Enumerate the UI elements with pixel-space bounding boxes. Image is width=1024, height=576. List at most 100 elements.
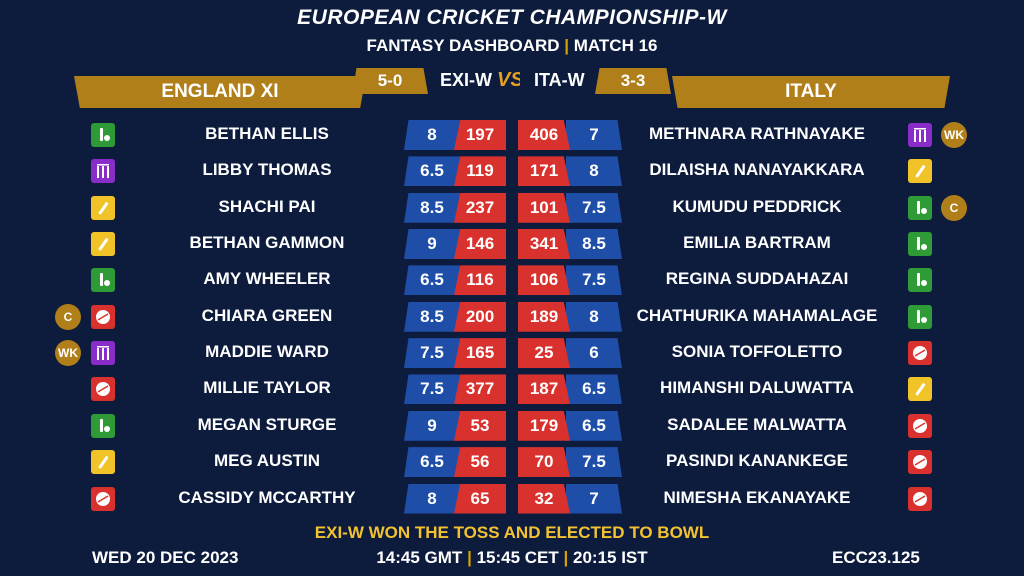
batter-icon	[91, 232, 115, 257]
player-points: 237	[454, 192, 506, 223]
player-credit: 7.5	[404, 374, 460, 405]
player-points: 53	[454, 410, 506, 441]
table-row: MEG AUSTIN 6.5 56 PASINDI KANANKEGE 7.5 70	[0, 445, 1024, 478]
player-points: 171	[518, 156, 570, 187]
player-points: 146	[454, 229, 506, 260]
table-row: AMY WHEELER 6.5 116 REGINA SUDDAHAZAI 7.5 106	[0, 263, 1024, 296]
player-points: 106	[518, 265, 570, 296]
player-points: 179	[518, 410, 570, 441]
player-credit: 7.5	[404, 338, 460, 369]
bowler-icon	[908, 450, 932, 475]
batter-icon	[908, 377, 932, 402]
player-name: SHACHI PAI	[218, 196, 316, 216]
player-name: MADDIE WARD	[205, 342, 329, 362]
player-name: METHNARA RATHNAYAKE	[649, 124, 865, 143]
player-name: MILLIE TAYLOR	[203, 378, 331, 398]
player-points: 119	[454, 156, 506, 187]
player-points: 200	[454, 301, 506, 332]
player-name: EMILIA BARTRAM	[683, 233, 831, 253]
allrounder-icon	[908, 195, 932, 220]
player-name: DILAISHA NANAYAKKARA	[649, 160, 865, 180]
player-points: 70	[518, 447, 570, 478]
player-credit: 7.5	[566, 447, 622, 478]
player-points: 56	[454, 447, 506, 478]
match-code: ECC23.125	[832, 548, 920, 567]
time-separator: |	[563, 548, 569, 567]
player-points: 189	[518, 301, 570, 332]
score-left: 5-0	[352, 68, 428, 94]
allrounder-icon	[91, 268, 115, 293]
player-name: BETHAN ELLIS	[205, 124, 329, 143]
team-left-banner: ENGLAND XI	[74, 76, 366, 108]
svg-text:VS: VS	[497, 69, 520, 90]
player-credit: 7	[566, 120, 622, 150]
allrounder-icon	[91, 123, 115, 147]
batter-icon	[91, 195, 115, 220]
player-points: 116	[454, 265, 506, 296]
player-name: CHATHURIKA MAHAMALAGE	[636, 305, 878, 325]
time-gmt: 14:45 GMT	[376, 548, 463, 567]
player-name: CHIARA GREEN	[201, 305, 333, 325]
bowler-icon	[908, 486, 932, 511]
allrounder-icon	[908, 268, 932, 293]
captain-badge: C	[55, 303, 81, 330]
batter-icon	[908, 159, 932, 184]
player-credit: 8	[566, 301, 622, 332]
bowler-icon	[91, 304, 115, 329]
time-ist: 20:15 IST	[573, 548, 648, 567]
player-name: NIMESHA EKANAYAKE	[663, 487, 851, 507]
keeper-badge: WK	[55, 340, 81, 367]
vs-icon: VS	[497, 69, 520, 90]
page-title: EUROPEAN CRICKET CHAMPIONSHIP-W	[297, 6, 727, 29]
player-points: 406	[518, 120, 570, 150]
player-credit: 6.5	[404, 156, 460, 187]
player-name: LIBBY THOMAS	[202, 160, 332, 180]
player-credit: 8	[404, 120, 460, 150]
player-points: 25	[518, 338, 570, 369]
keeper-badge: WK	[941, 122, 967, 148]
player-name: HIMANSHI DALUWATTA	[660, 378, 854, 398]
player-name: SADALEE MALWATTA	[667, 414, 847, 434]
time-separator: |	[467, 548, 472, 567]
player-credit: 8.5	[404, 301, 460, 332]
player-name: BETHAN GAMMON	[189, 233, 345, 253]
player-name: CASSIDY MCCARTHY	[178, 487, 356, 507]
player-credit: 8	[566, 156, 622, 187]
player-credit: 6.5	[566, 410, 622, 441]
table-row: BETHAN GAMMON 9 146 EMILIA BARTRAM 8.5 341	[0, 227, 1024, 260]
player-credit: 8.5	[404, 192, 460, 223]
player-points: 197	[454, 120, 506, 150]
player-name: REGINA SUDDAHAZAI	[665, 269, 849, 289]
player-points: 65	[454, 483, 506, 514]
player-credit: 7.5	[566, 192, 622, 223]
wicketkeeper-icon	[908, 123, 932, 147]
player-name: AMY WHEELER	[203, 269, 331, 289]
bowler-icon	[91, 486, 115, 511]
player-credit: 6	[566, 338, 622, 369]
player-credit: 9	[404, 229, 460, 260]
batter-icon	[91, 450, 115, 475]
player-credit: 9	[404, 410, 460, 441]
table-row: WK MADDIE WARD 7.5 165 SONIA TOFFOLETTO 6 25	[0, 336, 1024, 369]
player-points: 101	[518, 192, 570, 223]
subtitle-right: MATCH 16	[573, 36, 658, 55]
bowler-icon	[908, 413, 932, 438]
table-row: MILLIE TAYLOR 7.5 377 HIMANSHI DALUWATTA 6.5…	[0, 372, 1024, 405]
player-points: 341	[518, 229, 570, 260]
toss-result: EXI-W WON THE TOSS AND ELECTED TO BOWL	[314, 523, 710, 542]
table-row: LIBBY THOMAS 6.5 119 DILAISHA NANAYAKKARA 8 1…	[0, 154, 1024, 187]
player-name: MEGAN STURGE	[197, 414, 337, 434]
table-row: BETHAN ELLIS 8 197 WK METHNARA RATHNAYAKE 7 40…	[0, 118, 1024, 150]
player-points: 32	[518, 483, 570, 514]
player-points: 187	[518, 374, 570, 405]
subtitle-left: FANTASY DASHBOARD	[366, 36, 560, 55]
team-code-right: ITA-W	[534, 70, 585, 90]
player-credit: 7.5	[566, 265, 622, 296]
player-credit: 6.5	[566, 374, 622, 405]
allrounder-icon	[908, 304, 932, 329]
table-row: C CHIARA GREEN 8.5 200 CHATHURIKA MAHAMALAGE…	[0, 300, 1024, 332]
player-credit: 6.5	[404, 265, 460, 296]
match-times: 14:45 GMT | 15:45 CET | 20:15 IST	[0, 548, 1024, 568]
table-row: MEGAN STURGE 9 53 SADALEE MALWATTA 6.5 179	[0, 409, 1024, 441]
player-name: KUMUDU PEDDRICK	[672, 196, 842, 216]
